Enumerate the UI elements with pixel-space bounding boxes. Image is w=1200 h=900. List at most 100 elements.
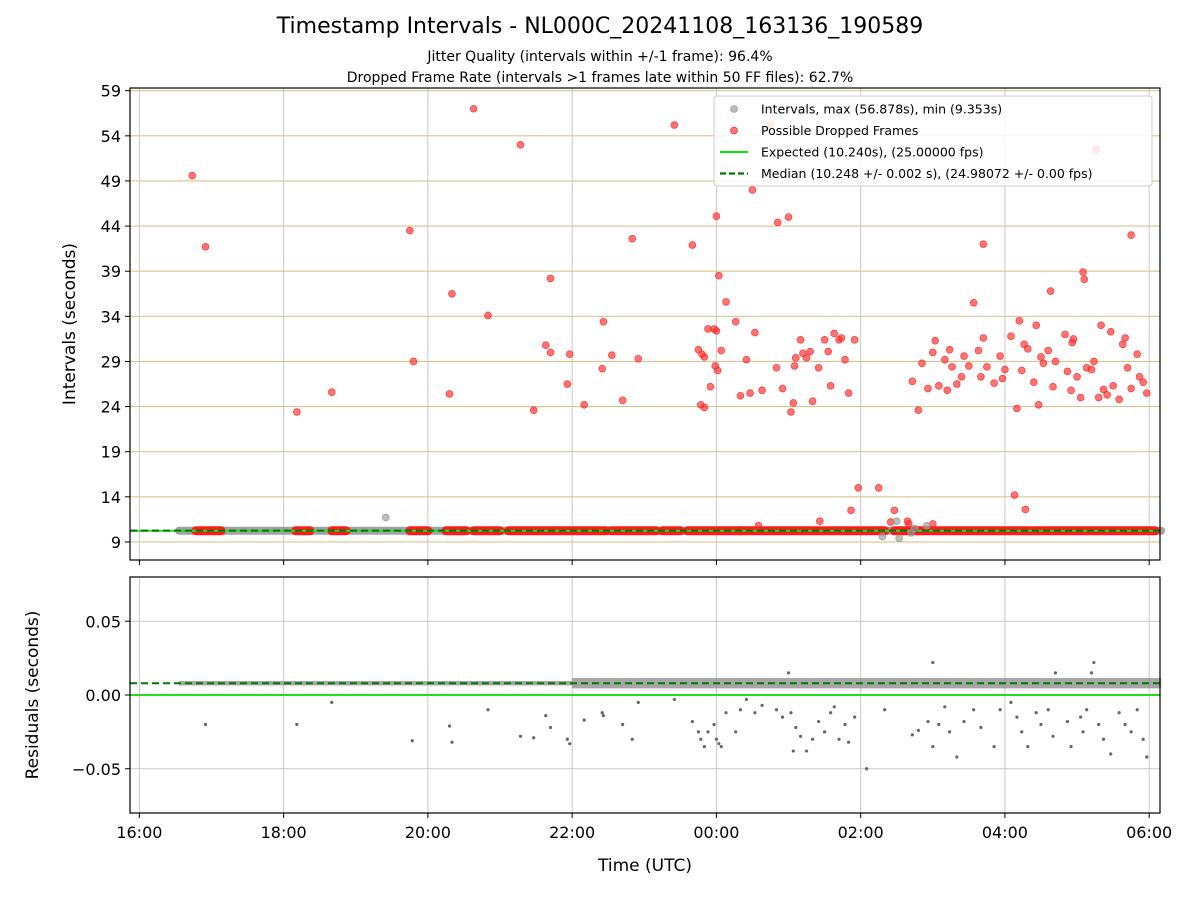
dropped-frame-point [1021, 505, 1030, 514]
legend-marker-dropped-frames [730, 126, 738, 135]
dropped-frame-point [890, 506, 899, 515]
residual-point [724, 711, 728, 715]
residual-point [672, 697, 676, 702]
dropped-frame-point [924, 384, 932, 393]
residual-point [1009, 700, 1013, 704]
residual-point [548, 725, 553, 730]
x-tick-label: 00:00 [693, 823, 739, 842]
dropped-frame-point [608, 351, 616, 359]
dropped-frame-point [1063, 367, 1072, 376]
dropped-frame-point [546, 348, 555, 357]
dropped-frame-point [746, 389, 754, 397]
dropped-frame-point [580, 400, 588, 409]
residual-point [295, 722, 299, 727]
intervals-y-tick-label: 39 [101, 262, 121, 281]
dropped-frame-point [1118, 340, 1127, 349]
residual-point [203, 722, 208, 727]
dropped-frame-point [748, 186, 757, 194]
dropped-frame-point [983, 363, 991, 371]
dropped-frame-point [688, 241, 697, 249]
dropped-frame-point [1097, 321, 1105, 330]
dropped-frame-point [790, 362, 799, 370]
intervals-y-tick-label: 24 [101, 398, 121, 417]
dropped-frame-point [1017, 366, 1026, 375]
dropped-frame-point [1032, 321, 1040, 330]
dropped-frame-point [957, 372, 966, 381]
dropped-frame-rate-subtitle: Dropped Frame Rate (intervals >1 frames … [346, 70, 854, 86]
dropped-frame-point [979, 334, 988, 342]
residual-point [601, 714, 606, 718]
dropped-frame-point [918, 359, 926, 368]
dropped-frame-point [1115, 395, 1123, 404]
dropped-frame-point [1127, 231, 1135, 239]
dropped-frame-point [598, 364, 607, 373]
dropped-frame-point [945, 345, 954, 354]
dropped-frame-point [628, 234, 637, 243]
x-tick-label: 02:00 [838, 823, 884, 842]
dropped-frame-point [565, 350, 574, 359]
dropped-frame-point [541, 341, 550, 350]
residual-point [1065, 719, 1070, 724]
dropped-frame-point [806, 347, 814, 356]
residual-point [829, 711, 833, 715]
residual-point [1051, 734, 1055, 738]
dropped-frame-point [1010, 491, 1019, 499]
residual-point [962, 719, 966, 724]
residual-point [955, 755, 959, 759]
dropped-frame-point [599, 317, 608, 326]
x-tick-label: 04:00 [982, 823, 1028, 842]
interval-point [922, 521, 931, 530]
dropped-frame-point [953, 380, 961, 388]
dropped-frame-point [1039, 359, 1048, 368]
residual-point [717, 742, 721, 746]
dropped-frame-point [706, 382, 715, 391]
dropped-frame-point [815, 517, 824, 525]
residual-point [810, 737, 815, 741]
residual-point [948, 730, 952, 734]
residual-point [843, 722, 847, 727]
residual-point [714, 737, 719, 741]
residual-point [816, 719, 821, 724]
dropped-frame-point [1135, 372, 1144, 381]
dropped-frame-point [1142, 389, 1151, 397]
intervals-y-tick-label: 9 [111, 533, 121, 552]
dropped-frame-point [826, 382, 835, 390]
residual-point [582, 718, 586, 722]
dropped-frame-point [1029, 378, 1038, 387]
dropped-frame-point [830, 329, 839, 338]
residual-point [937, 722, 941, 727]
dropped-frame-point [1061, 330, 1069, 339]
dropped-frame-point [847, 506, 855, 515]
dropped-frame-point [941, 355, 949, 364]
dropped-frame-point [1127, 384, 1135, 393]
residual-point [1135, 708, 1139, 712]
residual-point [1109, 752, 1113, 756]
dropped-frame-point [754, 521, 763, 530]
dropped-frame-point [784, 213, 793, 221]
residuals-y-axis-label: Residuals (seconds) [23, 611, 43, 780]
residuals-data [130, 660, 1162, 771]
dropped-frame-point [791, 354, 800, 362]
intervals-y-ticks: 9 14 19 24 29 34 39 44 49 54 59 [101, 82, 1150, 565]
interval-point [907, 529, 915, 537]
dropped-frame-point [618, 396, 627, 405]
dropped-frame-point [445, 390, 454, 398]
dropped-frame-point [908, 377, 917, 386]
residual-point [853, 715, 857, 719]
residual-point [1117, 711, 1121, 715]
dropped-frame-point [751, 328, 759, 337]
residual-point [330, 700, 334, 704]
chart-title: Timestamp Intervals - NL000C_20241108_16… [276, 14, 924, 39]
dropped-frame-point [327, 388, 336, 396]
residual-point [712, 722, 716, 727]
dropped-frame-point [1015, 317, 1024, 325]
dropped-frame-point [796, 335, 805, 344]
dropped-frame-point [824, 347, 833, 356]
residual-point [1015, 715, 1019, 719]
dropped-frame-point [979, 240, 988, 248]
residual-point [926, 719, 930, 724]
dropped-frame-point [1133, 350, 1141, 359]
dropped-frame-point [808, 397, 817, 405]
dropped-frame-point [1087, 365, 1096, 374]
dropped-frame-point [931, 336, 939, 345]
